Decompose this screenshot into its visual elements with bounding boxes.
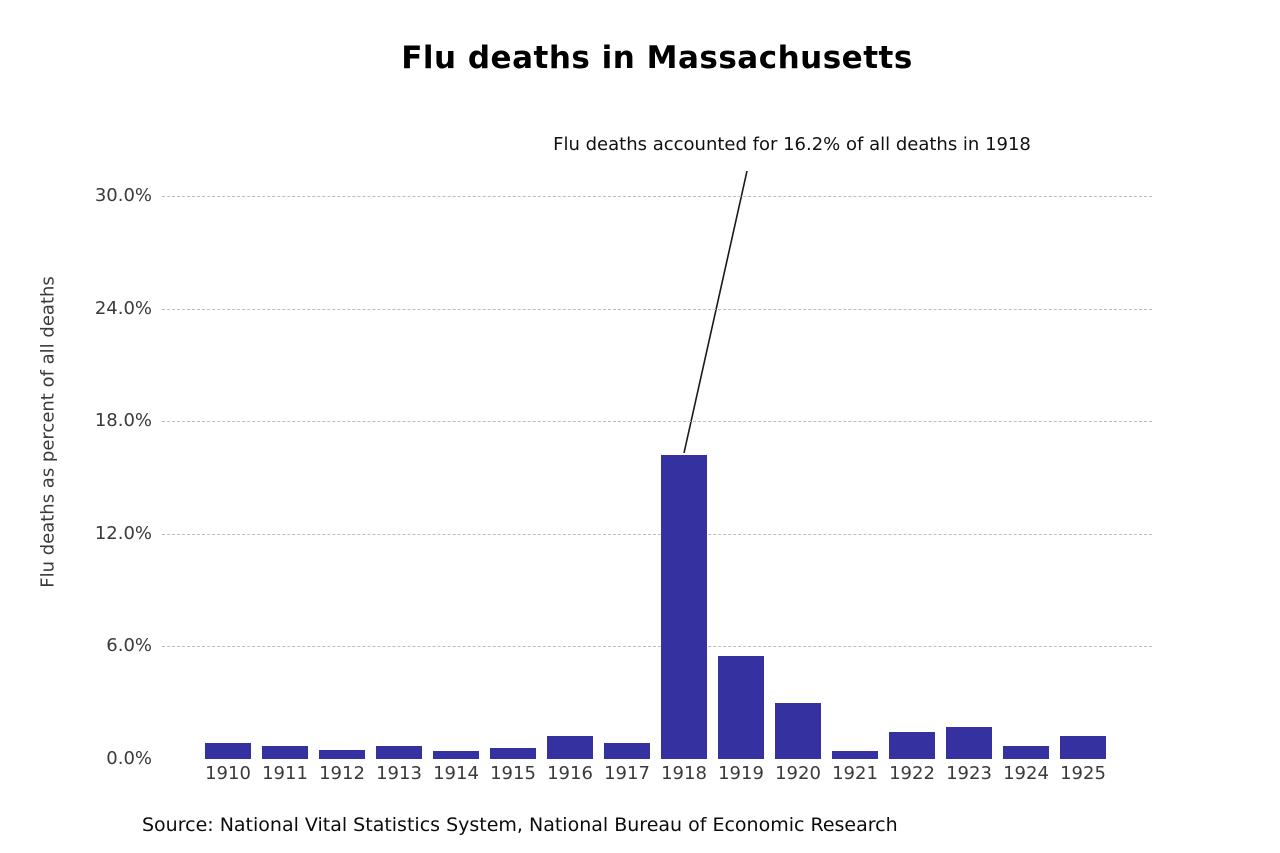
x-tick-label: 1910 bbox=[205, 763, 251, 784]
bar-1912 bbox=[319, 750, 365, 759]
x-tick-label: 1918 bbox=[661, 763, 707, 784]
bar-1911 bbox=[262, 746, 308, 759]
gridline bbox=[162, 308, 1152, 310]
source-note: Source: National Vital Statistics System… bbox=[142, 814, 898, 836]
x-tick-label: 1916 bbox=[547, 763, 593, 784]
gridline bbox=[162, 195, 1152, 197]
x-tick-label: 1917 bbox=[604, 763, 650, 784]
bar-1920 bbox=[775, 703, 821, 759]
bar-1923 bbox=[946, 727, 992, 759]
bar-1918 bbox=[661, 455, 707, 759]
x-tick-label: 1923 bbox=[946, 763, 992, 784]
bar-1910 bbox=[205, 743, 251, 759]
bar-1913 bbox=[376, 746, 422, 759]
annotation-label: Flu deaths accounted for 16.2% of all de… bbox=[553, 134, 1031, 155]
x-tick-label: 1913 bbox=[376, 763, 422, 784]
x-tick-label: 1924 bbox=[1003, 763, 1049, 784]
y-tick-label: 24.0% bbox=[94, 297, 152, 319]
bar-1916 bbox=[547, 736, 593, 759]
x-tick-label: 1922 bbox=[889, 763, 935, 784]
gridline bbox=[162, 421, 1152, 423]
bar-1922 bbox=[889, 732, 935, 759]
y-tick-label: 18.0% bbox=[94, 410, 152, 432]
gridline bbox=[162, 533, 1152, 535]
x-tick-label: 1920 bbox=[775, 763, 821, 784]
chart-title: Flu deaths in Massachusetts bbox=[401, 40, 913, 76]
x-tick-label: 1911 bbox=[262, 763, 308, 784]
bar-1921 bbox=[832, 751, 878, 759]
bar-1919 bbox=[718, 656, 764, 759]
bar-1925 bbox=[1060, 736, 1106, 759]
x-tick-label: 1921 bbox=[832, 763, 878, 784]
y-tick-label: 30.0% bbox=[94, 184, 152, 206]
bar-1914 bbox=[433, 751, 479, 759]
x-tick-label: 1925 bbox=[1060, 763, 1106, 784]
x-tick-label: 1912 bbox=[319, 763, 365, 784]
x-tick-label: 1919 bbox=[718, 763, 764, 784]
y-tick-label: 6.0% bbox=[106, 635, 152, 657]
y-tick-label: 0.0% bbox=[106, 748, 152, 769]
bar-1924 bbox=[1003, 746, 1049, 759]
gridline bbox=[162, 646, 1152, 648]
x-tick-label: 1914 bbox=[433, 763, 479, 784]
y-tick-label: 12.0% bbox=[94, 522, 152, 544]
x-tick-label: 1915 bbox=[490, 763, 536, 784]
bar-1917 bbox=[604, 743, 650, 759]
bar-1915 bbox=[490, 748, 536, 759]
